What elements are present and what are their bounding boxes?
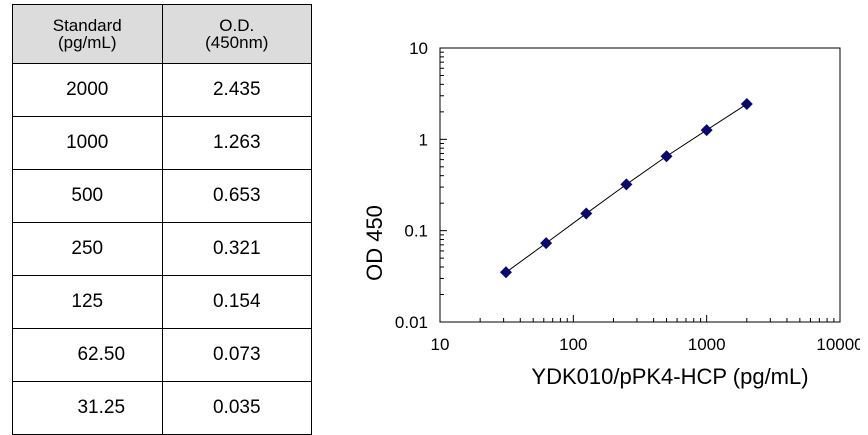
od-cell: 0.321 xyxy=(161,222,312,276)
table-row: 31.25 0.035 xyxy=(12,381,312,435)
table-row: 2000 2.435 xyxy=(12,63,312,117)
table-row: 250 0.321 xyxy=(12,222,312,276)
standard-header-line2: (pg/mL) xyxy=(57,33,117,52)
standard-cell: 31.25 xyxy=(12,381,163,435)
plot-area: 10 100 1000 10000 0.01 0.1 1 10 xyxy=(395,39,860,354)
table-row: 1000 1.263 xyxy=(12,116,312,170)
od-cell: 0.035 xyxy=(161,381,312,435)
standard-value: 31.25 xyxy=(77,397,126,418)
data-point xyxy=(580,207,593,220)
od-cell: 0.154 xyxy=(161,275,312,329)
y-tick-label: 10 xyxy=(409,39,428,58)
standard-cell: 2000 xyxy=(12,63,163,117)
standard-cell: 62.50 xyxy=(12,328,163,382)
y-tick-label: 0.01 xyxy=(395,313,428,332)
plot-frame xyxy=(439,47,841,323)
data-point xyxy=(660,150,673,163)
od-column-header: O.D. (450nm) xyxy=(161,4,312,64)
standard-cell: 500 xyxy=(12,169,163,223)
standard-column-header: Standard (pg/mL) xyxy=(12,4,163,64)
table-row: 500 0.653 xyxy=(12,169,312,223)
y-axis-label: OD 450 xyxy=(362,205,387,281)
standard-cell: 125 xyxy=(12,275,163,329)
x-axis-label: YDK010/pPK4-HCP (pg/mL) xyxy=(531,364,808,389)
x-tick-label: 10 xyxy=(431,335,450,354)
standard-cell: 1000 xyxy=(12,116,163,170)
standard-header-line1: Standard xyxy=(52,16,122,35)
standard-table: Standard (pg/mL) O.D. (450nm) 2000 2.435… xyxy=(12,4,312,435)
data-point xyxy=(740,98,753,111)
y-tick-label: 1 xyxy=(419,130,428,149)
od-cell: 1.263 xyxy=(161,116,312,170)
table-header-row: Standard (pg/mL) O.D. (450nm) xyxy=(12,4,312,64)
od-cell: 0.073 xyxy=(161,328,312,382)
x-tick-label: 1000 xyxy=(688,335,726,354)
data-point xyxy=(499,266,512,279)
data-point xyxy=(700,124,713,137)
x-tick-label: 10000 xyxy=(816,335,860,354)
standard-cell: 250 xyxy=(12,222,163,276)
od-header-line2: (450nm) xyxy=(205,33,269,52)
od-cell: 0.653 xyxy=(161,169,312,223)
x-tick-label: 100 xyxy=(559,335,587,354)
data-point xyxy=(620,178,633,191)
od-cell: 2.435 xyxy=(161,63,312,117)
od-header-line1: O.D. xyxy=(219,16,255,35)
table-row: 62.50 0.073 xyxy=(12,328,312,382)
data-point xyxy=(540,237,553,250)
y-tick-label: 0.1 xyxy=(404,222,428,241)
od-standard-curve-chart: 10 100 1000 10000 0.01 0.1 1 10 YDK010/pPK4-HCP… xyxy=(362,39,860,389)
standard-value: 62.50 xyxy=(77,344,126,365)
table-row: 125 0.154 xyxy=(12,275,312,329)
